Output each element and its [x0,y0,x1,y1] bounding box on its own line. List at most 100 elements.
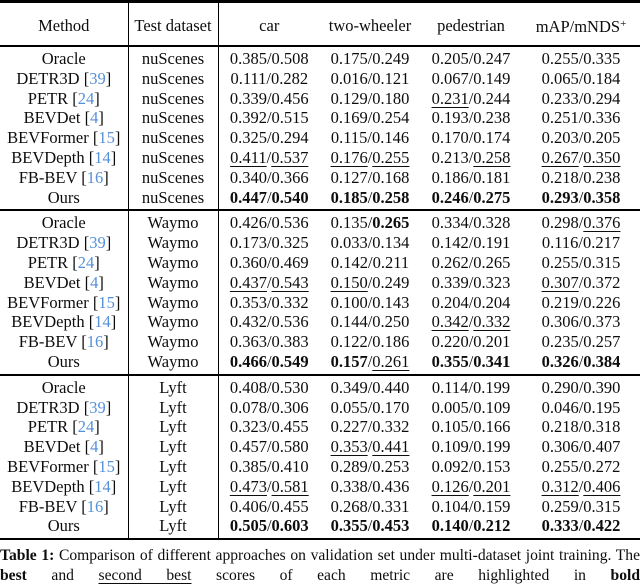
metric-value-nds: 0.191 [473,233,511,253]
citation-link[interactable]: 15 [98,456,115,476]
metric-cell-pedestrian: 0.193/0.238 [431,108,511,128]
col-header-car: car [218,1,320,47]
metric-cell-pedestrian: 0.105/0.166 [431,417,511,437]
method-cell: FB-BEV [16] [18,496,109,516]
dataset-cell: nuScenes [127,167,219,188]
metric-value-ap: 0.092 [431,456,469,476]
metric-cell-map-mnds: 0.219/0.226 [541,292,621,312]
metric-cell-map-mnds: 0.307/0.372 [541,272,621,292]
metric-cell-two-wheeler: 0.355/0.453 [330,516,410,536]
metric-value-ap: 0.186 [431,167,469,187]
method-cell: Oracle [0,45,128,69]
metric-value-nds: 0.603 [271,516,309,536]
metric-cell-map-mnds: 0.259/0.315 [541,496,621,516]
metric-value-ap: 0.406 [229,496,267,516]
metric-value-ap: 0.306 [541,437,579,457]
metric-value-ap: 0.339 [431,272,469,292]
metric-cell-two-wheeler: 0.227/0.332 [330,417,410,437]
table-row: FB-BEV [16] Lyft 0.406/0.455 0.268/0.331 0.1… [0,496,640,517]
table-row: BEVDet [4] Waymo 0.437/0.543 0.150/0.249 0.3… [0,272,640,293]
results-table: Method Test dataset car two-wheeler pede… [0,0,640,541]
citation-link[interactable]: 14 [94,147,111,167]
metric-value-nds: 0.407 [583,437,621,457]
citation-link[interactable]: 24 [77,252,95,272]
citation-link[interactable]: 16 [86,332,104,352]
metric-value-ap: 0.067 [431,68,469,88]
citation-link[interactable]: 14 [94,312,111,332]
metric-value-ap: 0.333 [541,516,579,536]
metric-value-ap: 0.306 [541,312,579,332]
metric-value-ap: 0.127 [330,167,368,187]
dataset-cell: Waymo [127,351,219,375]
metric-value-ap: 0.262 [431,252,469,272]
metric-value-ap: 0.218 [541,167,579,187]
method-cell: BEVDet [4] [23,108,104,128]
metric-value-ap: 0.227 [330,417,368,437]
metric-value-nds: 0.536 [271,213,309,233]
metric-cell-car: 0.457/0.580 [229,437,309,457]
citation-link[interactable]: 39 [89,397,106,417]
metric-value-nds: 0.174 [473,128,511,148]
citation-link[interactable]: 4 [90,437,99,457]
metric-value-nds: 0.143 [372,292,410,312]
citation-link[interactable]: 15 [98,292,115,312]
citation-link[interactable]: 14 [94,476,111,496]
method-cell: Oracle [0,373,128,398]
metric-value-nds: 0.180 [372,88,410,108]
metric-cell-two-wheeler: 0.157/0.261 [330,351,410,371]
col-header-method: Method [0,1,128,47]
metric-value-nds: 0.455 [271,417,309,437]
metric-value-ap: 0.016 [330,68,368,88]
metric-value-nds: 0.109 [473,397,511,417]
table-row: BEVDet [4] nuScenes 0.392/0.515 0.169/0.254… [0,108,640,129]
metric-value-nds: 0.384 [583,351,621,371]
table-row: BEVDepth [14] nuScenes 0.411/0.537 0.176/0.… [0,147,640,168]
table-row: BEVFormer [15] Waymo 0.353/0.332 0.100/0.14… [0,292,640,313]
metric-value-nds: 0.341 [473,351,511,371]
citation-link[interactable]: 15 [98,128,115,148]
metric-value-nds: 0.530 [271,377,309,397]
metric-value-nds: 0.212 [473,516,511,536]
metric-value-ap: 0.363 [229,332,267,352]
citation-link[interactable]: 39 [89,68,106,88]
metric-value-nds: 0.441 [372,437,410,457]
table-caption: Table 1: Comparison of different approac… [0,546,640,585]
metric-value-nds: 0.184 [583,68,621,88]
metric-cell-pedestrian: 0.092/0.153 [431,456,511,476]
metric-cell-map-mnds: 0.293/0.358 [541,187,621,207]
metric-cell-map-mnds: 0.306/0.407 [541,437,621,457]
metric-value-nds: 0.372 [583,272,621,292]
citation-link[interactable]: 24 [77,88,95,108]
citation-link[interactable]: 39 [89,233,106,253]
metric-value-ap: 0.268 [330,496,368,516]
metric-cell-car: 0.505/0.603 [229,516,309,536]
metric-value-ap: 0.150 [330,272,368,292]
citation-link[interactable]: 16 [86,167,104,187]
metric-value-ap: 0.290 [541,377,579,397]
metric-value-nds: 0.440 [372,377,410,397]
metric-cell-car: 0.340/0.366 [229,167,309,187]
metric-value-ap: 0.457 [229,437,267,457]
metric-value-ap: 0.218 [541,417,579,437]
dataset-cell: Waymo [127,252,219,273]
metric-value-nds: 0.455 [271,496,309,516]
metric-value-ap: 0.104 [431,496,469,516]
method-cell: BEVFormer [15] [7,292,121,312]
dataset-cell: Waymo [127,312,219,333]
citation-link[interactable]: 4 [90,272,99,292]
table-row: Ours Lyft 0.505/0.603 0.355/0.453 0.140/0.21… [0,516,640,540]
citation-link[interactable]: 4 [90,108,99,128]
metric-value-nds: 0.226 [583,292,621,312]
metric-value-nds: 0.199 [473,437,511,457]
metric-value-nds: 0.275 [473,187,511,207]
citation-link[interactable]: 16 [86,496,104,516]
metric-cell-two-wheeler: 0.175/0.249 [320,45,420,69]
metric-value-nds: 0.294 [583,88,621,108]
metric-cell-map-mnds: 0.255/0.335 [522,45,640,69]
table-row: PETR [24] Waymo 0.360/0.469 0.142/0.211 0.26… [0,252,640,273]
metric-value-nds: 0.549 [271,351,309,371]
citation-link[interactable]: 24 [77,417,95,437]
dataset-cell: Waymo [127,209,219,234]
table-row: DETR3D [39] Lyft 0.078/0.306 0.055/0.170 0.0… [0,397,640,418]
metric-value-nds: 0.201 [473,476,511,496]
